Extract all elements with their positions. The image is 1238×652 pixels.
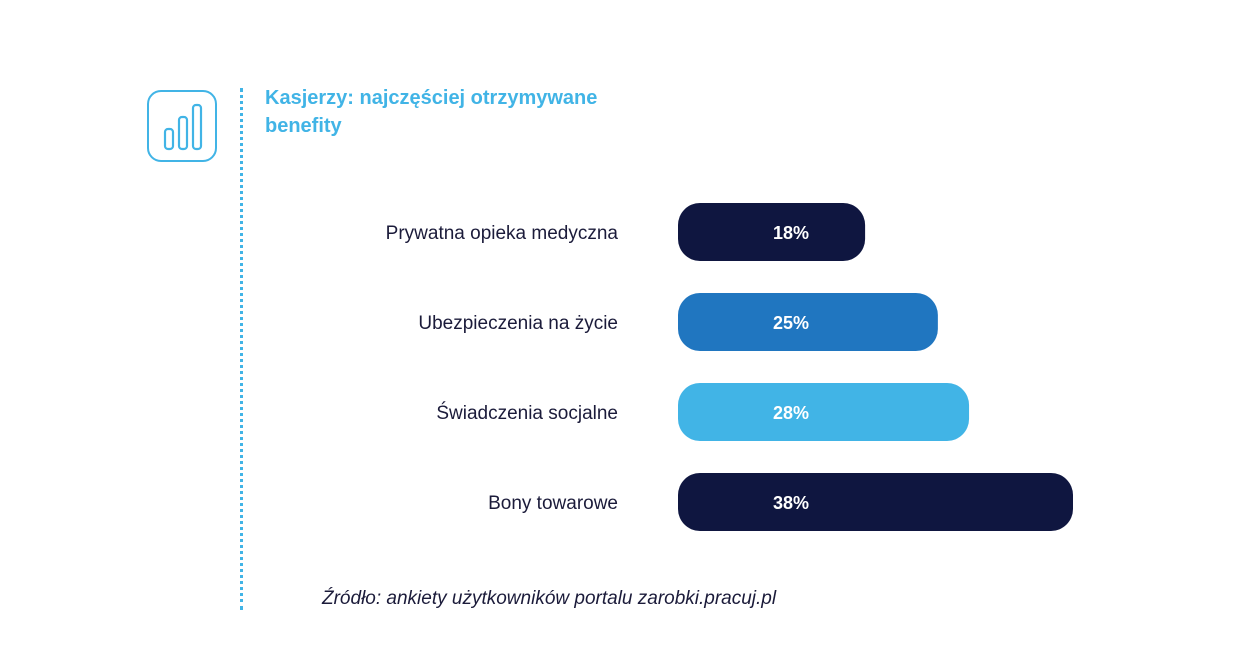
- category-label: Ubezpieczenia na życie: [418, 313, 618, 334]
- bar-chart-icon: [147, 90, 217, 162]
- chart-title: Kasjerzy: najczęściej otrzymywane benefi…: [265, 87, 598, 137]
- bar-4: [678, 473, 1073, 531]
- dotted-divider: [240, 88, 243, 610]
- value-label: 28%: [773, 403, 809, 423]
- category-label: Bony towarowe: [488, 493, 618, 514]
- bar-2: [678, 293, 938, 351]
- bar-1: [678, 203, 866, 261]
- category-label: Świadczenia socjalne: [436, 402, 618, 424]
- value-label: 18%: [773, 223, 809, 243]
- value-label: 25%: [773, 313, 809, 333]
- category-label: Prywatna opieka medyczna: [386, 223, 619, 244]
- value-label: 38%: [773, 493, 809, 513]
- source-note: Źródło: ankiety użytkowników portalu zar…: [322, 588, 777, 609]
- bar-3: [678, 383, 970, 441]
